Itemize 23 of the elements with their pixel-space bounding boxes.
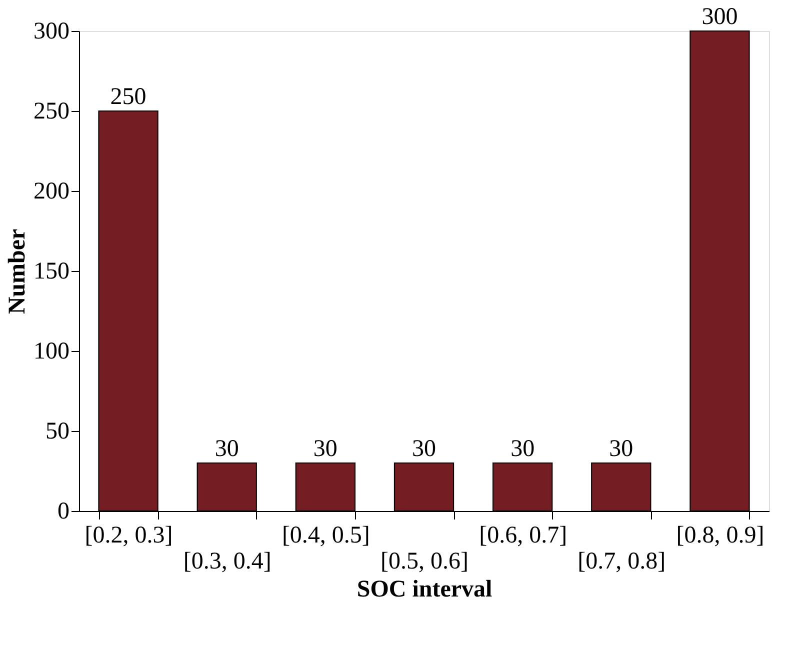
y-tick-label: 50 <box>46 418 70 444</box>
y-tick-label: 0 <box>58 498 70 524</box>
y-tick-label: 300 <box>34 18 70 44</box>
data-label: 30 <box>510 436 535 462</box>
y-tick-label: 150 <box>34 258 70 284</box>
x-tick-label: [0.8, 0.9] <box>676 522 764 548</box>
data-label: 30 <box>412 436 436 462</box>
data-label: 30 <box>609 436 634 462</box>
x-tick-label: [0.2, 0.3] <box>84 522 173 548</box>
data-label: 250 <box>110 84 146 110</box>
x-axis-title: SOC interval <box>356 576 492 602</box>
y-tick-label: 100 <box>34 338 70 364</box>
data-label: 30 <box>313 436 338 462</box>
x-tick-label: [0.6, 0.7] <box>479 522 568 548</box>
y-tick-label: 250 <box>34 98 70 124</box>
y-axis-title: Number <box>4 228 30 314</box>
x-tick-label: [0.4, 0.5] <box>282 522 370 548</box>
x-tick-label: [0.5, 0.6] <box>380 548 468 574</box>
data-label: 30 <box>214 436 239 462</box>
y-tick-label: 200 <box>34 178 70 204</box>
data-label: 300 <box>702 4 738 30</box>
x-tick-label: [0.3, 0.4] <box>183 548 272 574</box>
x-tick-label: [0.7, 0.8] <box>578 548 666 574</box>
